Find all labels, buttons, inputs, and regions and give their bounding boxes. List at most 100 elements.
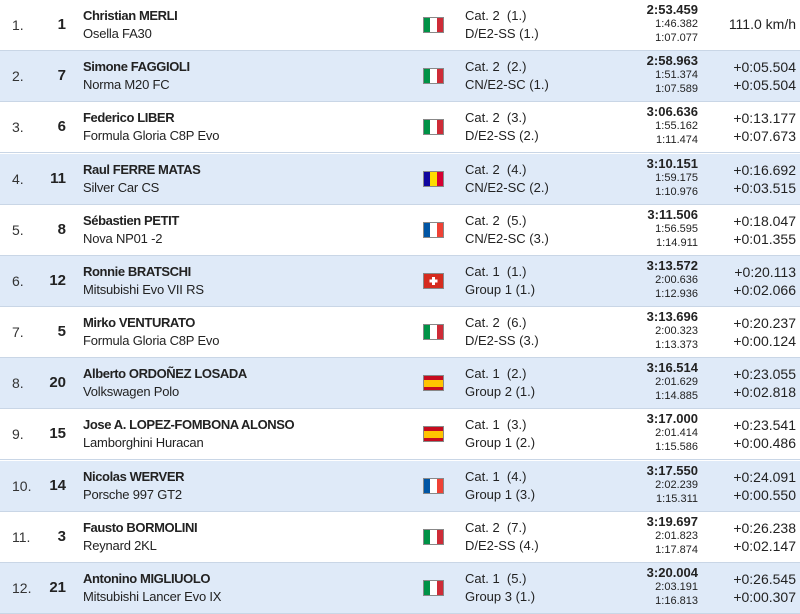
position: 8. [12,375,24,392]
category: Cat. 2 (3.) [465,110,527,126]
class: CN/E2-SC (1.) [465,77,549,93]
result-row: 2. 7 Simone FAGGIOLI Norma M20 FC Cat. 2 (2.… [0,51,800,103]
split-time: 2:01.414 [655,427,698,440]
class: D/E2-SS (1.) [465,26,539,41]
split-time: 1:14.911 [655,236,698,249]
category: Cat. 2 (6.) [465,315,527,330]
class: D/E2-SS (4.) [465,537,539,553]
split-time: 2:00.323 [655,325,698,337]
gap: +0:02.066 [733,281,796,298]
total-time: 3:19.697 [646,513,698,529]
flag [423,426,444,443]
result-row: 4. 11 Raul FERRE MATAS Silver Car CS Cat. 2 … [0,153,800,205]
car-model: Osella FA30 [83,26,152,41]
car-model: Nova NP01 -2 [83,230,163,246]
category: Cat. 1 (2.) [465,366,527,382]
start-number: 15 [49,425,66,443]
category: Cat. 2 (7.) [465,519,527,535]
gap: +0:07.673 [733,128,796,145]
gap: +0:20.113 [734,263,796,280]
flag [423,579,444,596]
total-time: 3:13.572 [646,257,698,273]
car-model: Formula Gloria C8P Evo [83,128,220,144]
class: D/E2-SS (2.) [465,128,539,144]
position: 10. [12,477,32,494]
driver-name: Federico LIBER [83,110,175,126]
total-time: 3:06.636 [646,104,698,120]
start-number: 11 [50,169,66,187]
category: Cat. 2 (4.) [465,161,527,177]
gap: +0:00.550 [733,486,796,503]
gap: +0:00.486 [733,435,796,452]
class: Group 1 (2.) [465,435,536,451]
split-time: 1:16.813 [655,594,698,607]
result-row: 3. 6 Federico LIBER Formula Gloria C8P Evo C… [0,102,800,154]
total-time: 2:58.963 [646,53,698,69]
class: Group 3 (1.) [465,588,536,604]
gap: +0:16.692 [733,161,796,178]
total-time: 3:16.514 [646,360,698,376]
position: 11. [12,528,31,545]
flag [423,375,444,392]
split-time: 2:03.191 [655,580,698,593]
gap: +0:20.237 [733,315,796,331]
car-model: Silver Car CS [83,179,160,195]
flag [423,324,444,340]
split-time: 1:07.077 [655,32,698,44]
total-time: 3:13.696 [646,309,698,324]
gap: +0:24.091 [733,468,796,485]
result-row: 12. 21 Antonino MIGLIUOLO Mitsubishi Lancer… [0,562,800,614]
driver-name: Raul FERRE MATAS [83,161,201,177]
start-number: 20 [49,374,66,392]
split-time: 1:10.976 [655,185,698,198]
split-time: 1:17.874 [655,543,698,556]
position: 12. [12,579,32,596]
split-time: 2:02.239 [655,478,698,491]
gap: +0:02.147 [733,537,796,554]
result-row: 11. 3 Fausto BORMOLINI Reynard 2KL Cat. 2 (7… [0,512,800,563]
driver-name: Alberto ORDOÑEZ LOSADA [83,366,247,382]
split-time: 1:12.936 [655,287,698,300]
position: 4. [12,170,24,187]
class: CN/E2-SC (2.) [465,179,549,195]
start-number: 5 [57,323,66,340]
position: 3. [12,119,24,136]
total-time: 3:20.004 [646,564,698,580]
driver-name: Mirko VENTURATO [83,315,195,330]
class: D/E2-SS (3.) [465,333,539,348]
result-row: 5. 8 Sébastien PETIT Nova NP01 -2 Cat. 2 (5.… [0,205,800,256]
category: Cat. 1 (4.) [465,468,527,484]
class: Group 1 (3.) [465,486,536,502]
driver-name: Fausto BORMOLINI [83,519,198,535]
gap: +0:03.515 [733,179,796,196]
car-model: Mitsubishi Lancer Evo IX [83,588,222,604]
total-time: 3:17.550 [646,462,698,478]
car-model: Porsche 997 GT2 [83,486,182,502]
car-model: Mitsubishi Evo VII RS [83,281,204,297]
gap: +0:01.355 [733,230,796,247]
position: 6. [12,272,24,289]
flag [423,170,444,187]
position: 1. [12,17,24,33]
split-time: 1:59.175 [655,171,698,184]
start-number: 1 [57,16,66,33]
result-row: 7. 5 Mirko VENTURATO Formula Gloria C8P Evo… [0,307,800,358]
flag [423,477,444,494]
category: Cat. 1 (5.) [465,570,527,586]
class: Group 1 (1.) [465,281,536,297]
gap: +0:05.504 [733,77,796,94]
car-model: Lamborghini Huracan [83,435,204,451]
position: 7. [12,324,24,340]
split-time: 1:07.589 [655,83,698,96]
flag [423,272,444,289]
split-time: 2:00.636 [655,273,698,286]
gap: +0:05.504 [733,59,796,76]
driver-name: Simone FAGGIOLI [83,59,190,75]
driver-name: Christian MERLI [83,8,178,23]
gap: +0:18.047 [733,212,796,229]
gap: +0:26.238 [733,519,796,536]
start-number: 21 [49,578,66,596]
total-time: 2:53.459 [646,2,698,17]
gap: +0:00.124 [733,333,796,349]
split-time: 1:15.586 [655,441,698,454]
